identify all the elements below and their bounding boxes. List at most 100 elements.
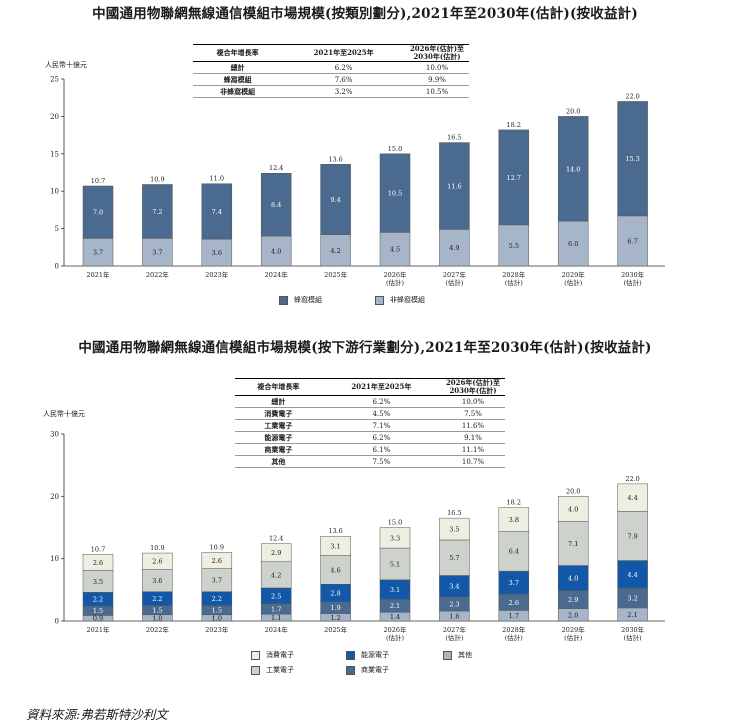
cagr-row: 能源電子 6.2% 9.1% [235, 431, 505, 444]
bar-segment [379, 232, 411, 267]
bar-value-label: 1.4 [390, 613, 400, 621]
bar-value-label: 3.8 [509, 516, 519, 524]
bar-segment [201, 568, 233, 592]
bar-total-label: 13.6 [328, 155, 342, 163]
bar-value-label: 2.6 [93, 559, 103, 567]
cagr-row-label: 能源電子 [235, 431, 322, 444]
bar-segment [320, 555, 351, 585]
x-tick-label-sub: (估計) [505, 633, 524, 642]
bar-segment [320, 164, 351, 235]
bar-segment [557, 565, 589, 591]
bar-segment [320, 583, 351, 602]
bar-segment [617, 560, 648, 589]
bar-segment [557, 496, 589, 522]
bar-segment [142, 605, 173, 616]
cagr-value: 7.5% [441, 407, 505, 420]
cagr-value: 7.5% [321, 455, 441, 468]
x-tick-label-sub: (估計) [564, 633, 583, 642]
bar-value-label: 2.9 [271, 549, 281, 557]
bar-value-label: 12.7 [507, 174, 521, 182]
bar-total-label: 16.5 [447, 134, 461, 142]
cagr-row-label: 商業電子 [235, 443, 322, 456]
bar-segment [557, 608, 589, 622]
legend-swatch [279, 295, 288, 305]
x-tick-label: 2024年 [265, 625, 289, 634]
bar-value-label: 15.3 [625, 155, 639, 163]
legend-label: 商業電子 [361, 666, 389, 674]
bar-total-label: 18.2 [507, 121, 521, 129]
bar-segment [379, 598, 411, 613]
bar-value-label: 4.0 [568, 574, 578, 582]
x-tick-label: 2027年 [443, 270, 467, 279]
bar-segment [498, 507, 530, 532]
bar-segment [82, 554, 114, 571]
bar-value-label: 4.5 [390, 246, 400, 254]
legend-label: 蜂窩模組 [294, 296, 322, 304]
bar-value-label: 6.4 [509, 548, 519, 556]
bar-segment [439, 575, 470, 597]
cagr-row-label: 總計 [235, 395, 322, 408]
cagr-row: 商業電子 6.1% 11.1% [235, 443, 505, 456]
legend-item: 消費電子 [251, 650, 294, 660]
bar-total-label: 13.6 [328, 527, 342, 535]
x-tick-label: 2026年 [383, 270, 407, 279]
y-tick-label: 10 [50, 188, 59, 196]
bar-segment [142, 238, 173, 267]
bar-total-label: 22.0 [625, 475, 639, 483]
cagr-header-label: 複合年增長率 [235, 378, 322, 396]
legend-label: 其他 [458, 651, 472, 659]
bar-total-label: 20.0 [566, 107, 580, 115]
bar-segment [557, 521, 589, 566]
cagr-value: 10.0% [405, 61, 469, 74]
x-tick-label: 2021年 [86, 270, 110, 279]
x-tick-label: 2030年 [621, 270, 645, 279]
bar-segment [201, 605, 233, 616]
bar-segment [260, 587, 292, 604]
legend-item: 商業電子 [346, 665, 389, 675]
bar-segment [439, 539, 470, 576]
bar-value-label: 3.1 [390, 586, 400, 594]
bar-value-label: 3.6 [212, 249, 222, 257]
bar-value-label: 4.9 [449, 244, 459, 252]
x-tick-label: 2022年 [146, 270, 170, 279]
bar-segment [82, 238, 114, 267]
cagr-value: 9.1% [441, 431, 505, 444]
bar-segment [260, 543, 292, 563]
cagr-value: 10.0% [441, 395, 505, 408]
bar-value-label: 10.5 [388, 190, 402, 198]
bar-segment [82, 615, 114, 622]
cagr-value: 10.7% [441, 455, 505, 468]
bar-segment [201, 591, 233, 606]
x-tick-label: 2028年 [502, 270, 526, 279]
bar-segment [617, 587, 648, 609]
bar-value-label: 7.4 [212, 208, 222, 216]
bar-value-label: 3.5 [449, 526, 459, 534]
cagr-row: 其他 7.5% 10.7% [235, 455, 505, 468]
x-tick-label: 2030年 [621, 625, 645, 634]
bar-total-label: 11.0 [210, 175, 224, 183]
bar-segment [379, 527, 411, 549]
x-tick-label: 2021年 [86, 625, 110, 634]
bar-value-label: 3.4 [449, 583, 459, 591]
bar-value-label: 4.2 [271, 571, 281, 579]
bar-segment [439, 610, 470, 622]
cagr-row: 非蜂窩模組 3.2% 10.5% [193, 85, 469, 98]
y-tick-label: 5 [55, 225, 59, 233]
bar-value-label: 1.7 [509, 612, 519, 620]
x-tick-label-sub: (估計) [386, 278, 405, 287]
y-tick-label: 20 [50, 493, 59, 501]
bar-value-label: 6.7 [627, 237, 637, 245]
cagr-row-label: 非蜂窩模組 [193, 85, 283, 98]
x-tick-label: 2027年 [443, 625, 467, 634]
bar-segment [320, 613, 351, 622]
x-tick-label: 2029年 [562, 625, 586, 634]
chart1-plot: 0 5 10 15 20 25 3.7 7.0 10.7 2021年 3.7 7.2 10.9 2022年… [50, 76, 665, 287]
bar-total-label: 10.9 [150, 175, 164, 183]
bar-value-label: 2.2 [93, 596, 103, 604]
x-tick-label-sub: (估計) [624, 633, 643, 642]
bar-value-label: 2.8 [330, 589, 340, 597]
legend-label: 消費電子 [266, 651, 294, 659]
bar-segment [379, 579, 411, 600]
bar-value-label: 1.0 [212, 614, 222, 622]
bar-segment [260, 613, 292, 622]
